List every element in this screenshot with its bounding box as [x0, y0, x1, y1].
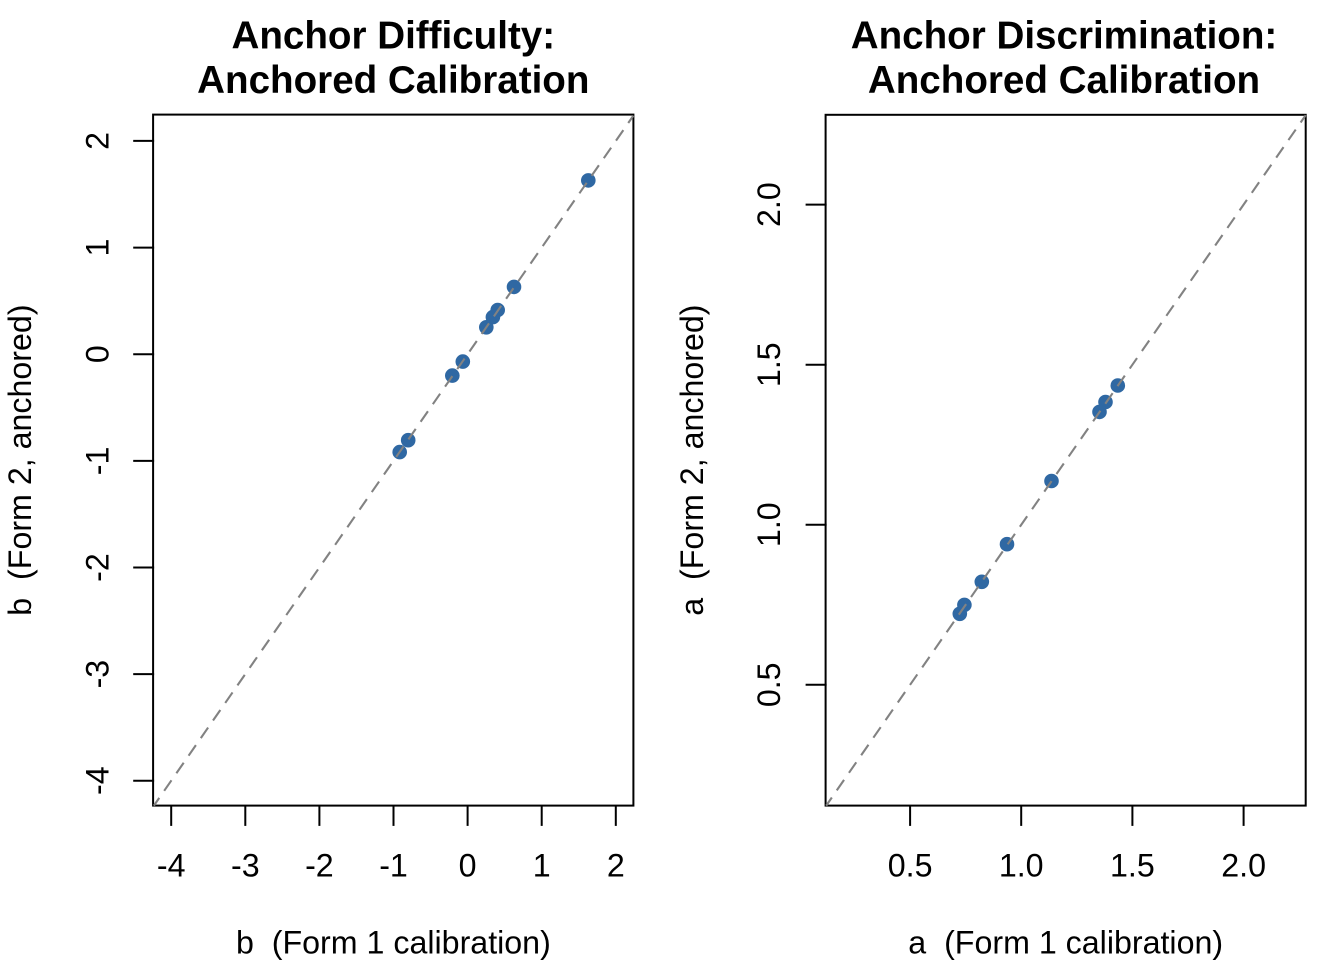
svg-text:-2: -2: [79, 553, 115, 582]
svg-text:1.5: 1.5: [1110, 848, 1155, 884]
svg-text:Anchor Discrimination:: Anchor Discrimination:: [851, 15, 1278, 58]
svg-text:a (Form 2, anchored): a (Form 2, anchored): [674, 304, 710, 615]
svg-text:b (Form 2, anchored): b (Form 2, anchored): [2, 304, 38, 615]
svg-text:Anchored Calibration: Anchored Calibration: [197, 59, 589, 102]
svg-text:-3: -3: [231, 848, 260, 884]
svg-text:-1: -1: [79, 447, 115, 476]
svg-text:-3: -3: [79, 660, 115, 689]
svg-text:1.5: 1.5: [751, 342, 787, 387]
svg-text:b (Form 1 calibration): b (Form 1 calibration): [236, 924, 551, 960]
svg-text:-1: -1: [379, 848, 408, 884]
svg-text:1.0: 1.0: [999, 848, 1044, 884]
svg-text:1.0: 1.0: [751, 502, 787, 547]
svg-text:Anchored Calibration: Anchored Calibration: [868, 59, 1260, 102]
svg-text:0.5: 0.5: [888, 848, 933, 884]
svg-text:-4: -4: [157, 848, 186, 884]
svg-text:-2: -2: [305, 848, 334, 884]
svg-text:0: 0: [79, 345, 115, 363]
svg-text:Anchor Difficulty:: Anchor Difficulty:: [231, 15, 555, 58]
svg-text:2: 2: [79, 132, 115, 150]
svg-text:0.5: 0.5: [751, 662, 787, 707]
svg-text:2.0: 2.0: [751, 182, 787, 227]
svg-text:1: 1: [79, 239, 115, 257]
svg-text:1: 1: [533, 848, 551, 884]
svg-text:2.0: 2.0: [1221, 848, 1266, 884]
svg-text:2: 2: [607, 848, 625, 884]
svg-text:0: 0: [459, 848, 477, 884]
svg-text:-4: -4: [79, 766, 115, 795]
svg-text:a (Form 1 calibration): a (Form 1 calibration): [908, 924, 1223, 960]
